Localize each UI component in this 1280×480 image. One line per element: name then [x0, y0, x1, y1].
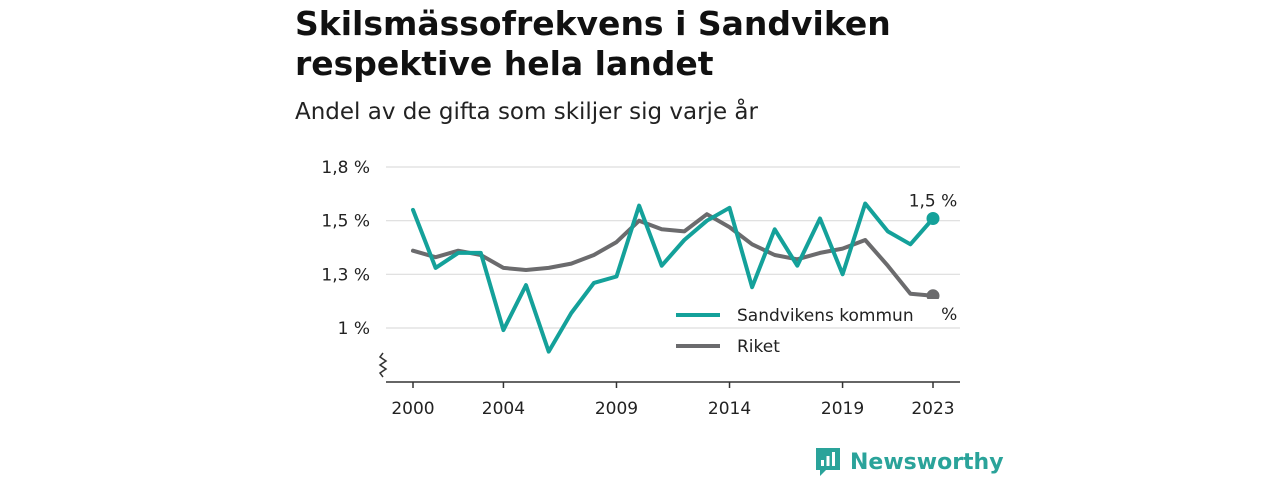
legend-label: Sandvikens kommun	[737, 306, 914, 326]
y-tick-label: 1,3 %	[321, 265, 370, 285]
x-tick-label: 2014	[708, 399, 751, 419]
brand-logo: Newsworthy	[814, 445, 1004, 479]
series-line-riket	[411, 212, 935, 298]
x-tick-label: 2023	[911, 399, 954, 419]
chart-title: Skilsmässofrekvens i Sandviken respektiv…	[295, 4, 891, 83]
y-tick-label: 1,8 %	[321, 158, 370, 178]
end-point-sandviken	[926, 212, 940, 226]
newsworthy-logo-icon	[816, 448, 840, 476]
axis-break-icon	[378, 352, 388, 378]
legend-bg	[668, 299, 940, 325]
x-tick-label: 2019	[821, 399, 864, 419]
x-tick-label: 2000	[391, 399, 434, 419]
y-tick-label: 1,5 %	[321, 212, 370, 232]
y-tick-label: 1 %	[338, 319, 370, 339]
chart-subtitle: Andel av de gifta som skiljer sig varje …	[295, 99, 758, 125]
x-tick-label: 2004	[482, 399, 525, 419]
x-tick-label: 2009	[595, 399, 638, 419]
legend-bg	[668, 330, 940, 356]
line-chart: 1 % 1,3 % 1,5 % 1,8 % 2000 2004 2009 2014 2019 20…	[321, 158, 960, 419]
legend-label: Riket	[737, 337, 780, 357]
series-line-sandviken	[411, 201, 935, 354]
brand-name: Newsworthy	[850, 449, 1004, 475]
end-value-label: 1,5 %	[909, 192, 958, 212]
